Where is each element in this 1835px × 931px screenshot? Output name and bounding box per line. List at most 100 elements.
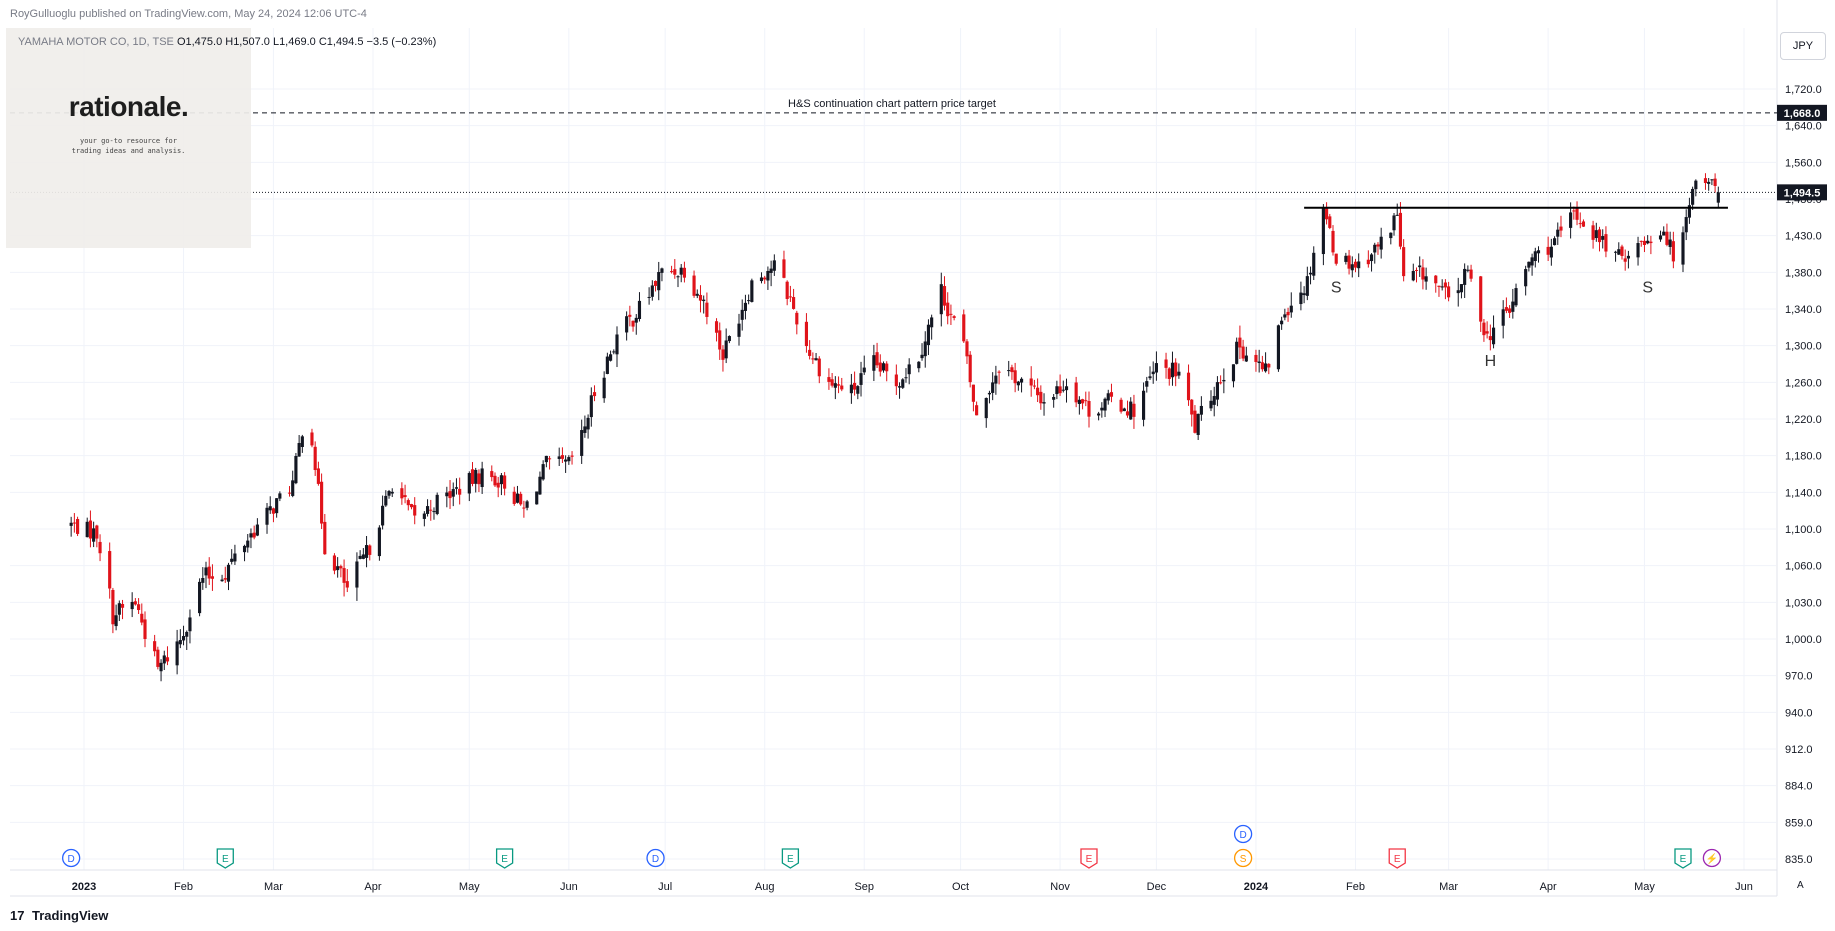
candle: [159, 659, 163, 682]
candle-body: [275, 498, 279, 514]
candle: [817, 356, 821, 384]
candle-body: [204, 567, 208, 576]
candle-body: [1231, 364, 1236, 382]
candle-body: [1594, 230, 1598, 239]
candle-body: [1691, 188, 1695, 205]
event-dividend[interactable]: D: [646, 848, 665, 868]
candle-body: [114, 615, 118, 627]
candle: [1267, 363, 1271, 375]
event-earnings_green[interactable]: E: [216, 848, 234, 869]
candle: [881, 361, 886, 373]
candle: [962, 309, 966, 343]
candle-body: [907, 364, 911, 375]
candle: [1212, 386, 1216, 417]
candle: [670, 265, 674, 274]
tradingview-brand[interactable]: 17 TradingView: [10, 908, 108, 923]
candle: [95, 524, 99, 548]
event-letter: E: [501, 854, 508, 865]
event-earnings_green[interactable]: E: [781, 848, 800, 869]
candle-body: [1414, 269, 1419, 271]
candle: [692, 270, 696, 298]
candle: [901, 378, 905, 390]
candle-body: [448, 491, 452, 499]
grid-lines: [10, 28, 1776, 870]
candle-body: [589, 395, 593, 418]
candle: [1257, 349, 1261, 373]
candle: [198, 578, 202, 617]
candle-body: [1145, 381, 1149, 387]
event-earnings_red[interactable]: E: [1080, 848, 1098, 869]
candle: [181, 625, 186, 646]
candle-body: [965, 341, 969, 357]
candle: [856, 385, 860, 400]
candle-body: [1032, 385, 1036, 387]
candle-body: [1601, 236, 1605, 240]
candle: [1109, 383, 1114, 403]
candle-body: [1344, 255, 1348, 262]
candle-body: [316, 468, 320, 484]
candle: [1350, 256, 1354, 278]
event-dividend[interactable]: D: [62, 848, 81, 868]
event-earnings_red[interactable]: E: [1388, 848, 1406, 869]
candle: [1276, 324, 1281, 372]
candle: [1154, 351, 1158, 381]
event-earnings_green[interactable]: E: [495, 848, 514, 869]
candle: [718, 322, 722, 360]
candle: [609, 350, 613, 362]
candle-body: [1209, 400, 1213, 409]
candle-body: [878, 362, 882, 372]
candle-body: [188, 617, 192, 632]
candle-body: [926, 324, 931, 346]
candle: [991, 372, 995, 401]
candle-body: [586, 417, 590, 430]
candle: [1103, 397, 1107, 418]
candle-body: [788, 296, 792, 298]
candle-body: [657, 272, 661, 291]
candle-body: [226, 564, 231, 582]
candle-body: [1649, 241, 1653, 244]
candle: [1145, 376, 1149, 393]
candle: [1193, 405, 1197, 434]
candle-body: [1536, 250, 1541, 254]
candle-body: [143, 619, 147, 639]
candle-body: [255, 524, 259, 536]
candle-body: [811, 358, 815, 360]
auto-scale-button[interactable]: A: [1797, 880, 1804, 891]
event-earnings_green[interactable]: E: [1674, 848, 1692, 869]
candle-body: [679, 267, 683, 275]
currency-button[interactable]: JPY: [1780, 32, 1826, 60]
candle: [320, 473, 324, 530]
candle: [836, 376, 841, 394]
candle-body: [1694, 180, 1698, 190]
candle-body: [1636, 243, 1640, 258]
candle: [1713, 173, 1717, 193]
candle: [1559, 215, 1563, 238]
candle-body: [358, 555, 362, 559]
candle: [939, 272, 943, 327]
candle: [1527, 261, 1531, 272]
time-tick-label: Oct: [952, 881, 969, 893]
candle: [390, 488, 394, 498]
candle-body: [946, 302, 950, 317]
event-earnings-badge: [1080, 848, 1098, 869]
event-split[interactable]: S: [1233, 848, 1253, 868]
event-flash[interactable]: ⚡: [1702, 848, 1722, 868]
candle-body: [901, 379, 905, 388]
candle: [987, 390, 992, 404]
candle-body: [1591, 225, 1595, 240]
candle-body: [499, 475, 503, 485]
candle-body: [445, 492, 449, 497]
candle: [1222, 368, 1226, 394]
candle-body: [381, 505, 385, 526]
candle-body: [1151, 371, 1155, 375]
watermark-logo: rationale. your go-to resource for tradi…: [6, 28, 251, 248]
event-dividend[interactable]: D: [1233, 824, 1253, 844]
candle: [1440, 279, 1444, 291]
event-letter: E: [1394, 854, 1401, 865]
candle-body: [1549, 246, 1553, 258]
candle-body: [230, 558, 234, 562]
symbol-legend[interactable]: YAMAHA MOTOR CO, 1D, TSE O1,475.0 H1,507…: [18, 36, 436, 48]
candle: [737, 313, 741, 346]
candle: [583, 415, 587, 438]
